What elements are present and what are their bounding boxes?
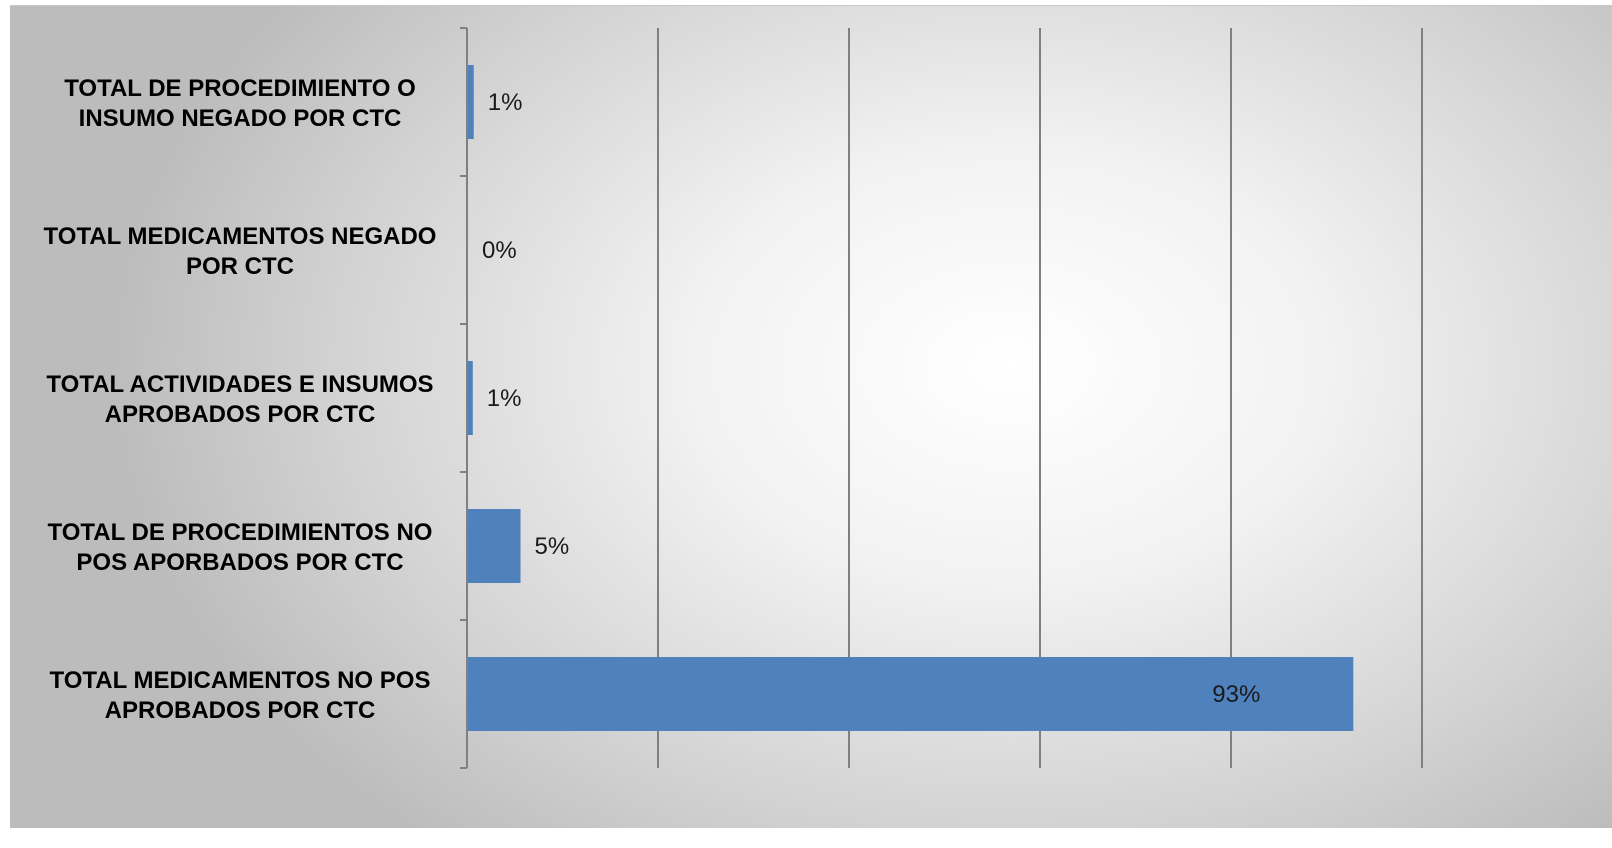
bars bbox=[468, 65, 1354, 731]
bar-chart: TOTAL DE PROCEDIMIENTO O INSUMO NEGADO PO… bbox=[44, 27, 1423, 769]
bar bbox=[468, 65, 474, 139]
category-axis bbox=[460, 27, 468, 769]
category-label: TOTAL DE PROCEDIMIENTO O INSUMO NEGADO PO… bbox=[64, 75, 416, 132]
data-label: 1% bbox=[488, 89, 523, 116]
category-label: TOTAL MEDICAMENTOS NEGADO POR CTC bbox=[44, 223, 437, 280]
labels: TOTAL DE PROCEDIMIENTO O INSUMO NEGADO PO… bbox=[44, 75, 1261, 724]
category-label: TOTAL ACTIVIDADES E INSUMOS APROBADOS POR… bbox=[46, 371, 433, 428]
data-label: 0% bbox=[482, 237, 517, 264]
bar bbox=[468, 509, 521, 583]
bar bbox=[468, 361, 473, 435]
data-label: 5% bbox=[535, 533, 570, 560]
data-label: 93% bbox=[1212, 681, 1260, 708]
category-label: TOTAL MEDICAMENTOS NO POS APROBADOS POR C… bbox=[50, 667, 431, 724]
gridlines bbox=[657, 28, 1423, 768]
data-label: 1% bbox=[487, 385, 522, 412]
chart-area: TOTAL DE PROCEDIMIENTO O INSUMO NEGADO PO… bbox=[10, 5, 1612, 828]
category-label: TOTAL DE PROCEDIMIENTOS NO POS APORBADOS … bbox=[48, 519, 433, 576]
bar bbox=[468, 657, 1354, 731]
